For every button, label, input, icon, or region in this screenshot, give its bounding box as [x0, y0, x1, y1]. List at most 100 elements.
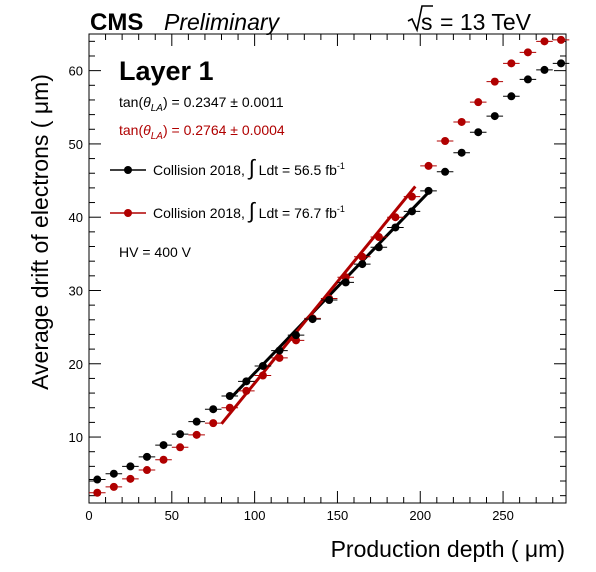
legend-integral-1: ∫	[247, 155, 257, 180]
marker	[407, 207, 416, 216]
fit2-value: ) = 0.2764 ± 0.0004	[163, 122, 285, 138]
x-tick-label: 250	[492, 508, 514, 523]
fit1-value: ) = 0.2347 ± 0.0011	[163, 94, 284, 110]
marker	[391, 223, 400, 232]
legend-sup-1: -1	[337, 161, 345, 171]
marker	[457, 148, 466, 157]
data-point-s2	[221, 403, 239, 412]
marker	[557, 35, 566, 44]
marker	[109, 469, 118, 478]
legend-text-2-a: Collision 2018,	[153, 205, 249, 221]
x-tick-label: 150	[327, 508, 349, 523]
data-point-s1	[387, 223, 404, 232]
data-point-s1	[354, 260, 371, 269]
marker	[192, 430, 201, 439]
marker	[142, 466, 151, 475]
marker	[109, 482, 118, 491]
energy-root: s	[421, 9, 433, 35]
data-point-s2	[254, 371, 272, 380]
fit-result-1: tan(θLA) = 0.2347 ± 0.0011	[119, 94, 284, 114]
x-tick-label: 0	[85, 508, 92, 523]
legend-text-1: Collision 2018, ∫ Ldt = 56.5 fb-1	[153, 155, 345, 180]
y-axis-title: Average drift of electrons ( μm)	[27, 74, 53, 390]
legend-text-1-a: Collision 2018,	[153, 162, 249, 178]
marker	[358, 260, 367, 269]
marker	[523, 48, 532, 57]
marker	[474, 98, 483, 107]
marker	[358, 252, 367, 261]
data-point-s1	[337, 278, 354, 287]
data-point-s2	[370, 232, 388, 241]
data-point-s2	[105, 482, 123, 491]
y-tick-label: 10	[69, 430, 83, 445]
data-point-s1	[453, 148, 470, 157]
energy-value: = 13 TeV	[440, 9, 532, 35]
legend-marker-2	[124, 209, 132, 217]
marker	[192, 417, 201, 426]
data-point-s1	[155, 441, 172, 450]
data-point-s1	[138, 452, 156, 461]
data-point-s1	[271, 346, 288, 355]
fit-line-2	[220, 185, 417, 425]
data-point-s2	[387, 213, 404, 222]
marker	[176, 443, 185, 452]
x-tick-label: 100	[244, 508, 266, 523]
marker	[176, 430, 185, 439]
marker	[441, 167, 450, 176]
y-tick-label: 50	[69, 137, 83, 152]
marker	[242, 386, 251, 395]
marker	[540, 37, 549, 46]
data-point-s2	[89, 488, 106, 497]
energy-label: s = 13 TeV	[407, 5, 532, 35]
data-point-s1	[370, 243, 388, 252]
data-point-s2	[552, 35, 570, 44]
marker	[292, 331, 301, 340]
marker	[225, 392, 234, 401]
data-point-s1	[122, 462, 139, 471]
data-point-s1	[304, 315, 321, 324]
marker	[424, 161, 433, 170]
legend-sup-2: -1	[337, 204, 345, 214]
data-point-s1	[254, 361, 272, 370]
data-point-s1	[420, 186, 437, 195]
data-point-s2	[503, 59, 520, 68]
status-label: Preliminary	[164, 9, 281, 35]
data-point-s2	[536, 37, 553, 46]
fit-result-2: tan(θLA) = 0.2764 ± 0.0004	[119, 122, 285, 142]
marker	[258, 361, 267, 370]
x-axis-title: Production depth ( μm)	[331, 536, 565, 562]
marker	[159, 455, 168, 464]
experiment-label: CMS	[90, 9, 143, 36]
marker	[93, 488, 102, 497]
fit1-theta: θ	[143, 94, 151, 110]
layer-label: Layer 1	[119, 56, 214, 86]
plot-frame	[88, 33, 567, 504]
legend-text-2-b: Ldt = 76.7 fb	[255, 205, 337, 221]
marker	[209, 405, 218, 414]
marker	[391, 213, 400, 222]
data-point-s2	[188, 430, 205, 439]
marker	[507, 59, 516, 68]
marker	[275, 353, 284, 362]
data-point-s2	[354, 252, 371, 261]
data-point-s2	[238, 386, 255, 395]
marker	[474, 128, 483, 137]
marker	[507, 92, 516, 101]
marker	[325, 296, 334, 305]
data-point-s2	[171, 443, 189, 452]
marker	[523, 75, 532, 84]
marker	[341, 278, 350, 287]
legend-marker-1	[124, 166, 132, 174]
data-point-s2	[469, 98, 487, 107]
fit2-prefix: tan(	[119, 122, 143, 138]
hv-label: HV = 400 V	[119, 244, 192, 260]
legend-entry-2: Collision 2018, ∫ Ldt = 76.7 fb-1	[110, 198, 345, 223]
data-point-s1	[486, 112, 504, 121]
data-point-s1	[503, 92, 520, 101]
data-points	[89, 35, 570, 497]
y-tick-label: 30	[69, 283, 83, 298]
legend-text-2: Collision 2018, ∫ Ldt = 76.7 fb-1	[153, 198, 345, 223]
data-point-s1	[519, 75, 537, 84]
marker	[308, 315, 317, 324]
marker	[374, 232, 383, 241]
